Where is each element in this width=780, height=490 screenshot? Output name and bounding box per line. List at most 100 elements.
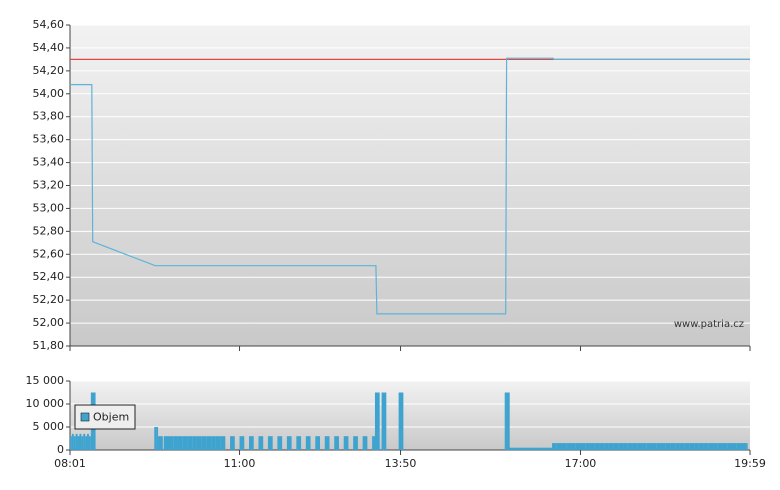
volume-bar [372, 436, 375, 450]
volume-bar [746, 443, 748, 450]
volume-bar [613, 443, 619, 450]
volume-bar [542, 447, 548, 450]
volume-bar [230, 436, 235, 450]
volume-bar [305, 436, 311, 450]
volume-bar [81, 436, 84, 450]
volume-bar [670, 443, 676, 450]
volume-bar [239, 436, 245, 450]
y-tick-label: 52,80 [33, 224, 65, 237]
volume-bar [196, 436, 202, 450]
volume-bar [182, 436, 188, 450]
volume-bar [381, 392, 387, 450]
volume-bar [220, 436, 226, 450]
volume-bar [642, 443, 647, 450]
volume-bar [518, 447, 524, 450]
y-tick-label: 53,80 [33, 110, 65, 123]
volume-bar [585, 443, 590, 450]
volume-bar [552, 443, 557, 450]
y-tick-label: 52,20 [33, 293, 65, 306]
volume-bar [575, 443, 581, 450]
volume-bar [374, 392, 380, 450]
volume-bar [187, 436, 193, 450]
volume-bar [248, 436, 254, 450]
volume-bar [508, 392, 510, 450]
volume-bar [88, 436, 91, 450]
volume-bar [523, 447, 529, 450]
volume-bar [83, 433, 86, 450]
volume-bar [77, 436, 80, 450]
y-tick-label: 52,40 [33, 270, 65, 283]
volume-bar [627, 443, 633, 450]
volume-bar [192, 436, 197, 450]
volume-bar [201, 436, 207, 450]
watermark: www.patria.cz [674, 319, 744, 330]
volume-bar [589, 443, 595, 450]
legend-label: Objem [93, 411, 129, 424]
volume-bar [362, 436, 368, 450]
volume-bar [343, 436, 349, 450]
volume-bar [71, 433, 74, 450]
volume-bar [646, 443, 652, 450]
volume-bar [79, 433, 82, 450]
y-tick-label: 15 000 [26, 374, 65, 387]
y-tick-label: 10 000 [26, 397, 65, 410]
volume-bar [599, 443, 605, 450]
volume-bar [324, 436, 330, 450]
volume-bar [717, 443, 723, 450]
volume-bar [618, 443, 624, 450]
volume-bar [398, 392, 404, 450]
volume-bar [736, 443, 742, 450]
volume-bar [637, 443, 643, 450]
volume-bar [85, 436, 88, 450]
volume-bar [258, 436, 264, 450]
volume-bar [154, 427, 157, 450]
volume-bar [665, 443, 671, 450]
y-tick-label: 5 000 [33, 420, 65, 433]
volume-bar [632, 443, 638, 450]
volume-bar [215, 436, 221, 450]
volume-bar [73, 436, 76, 450]
volume-bar [168, 436, 174, 450]
volume-bar [505, 392, 507, 450]
volume-bar [286, 436, 292, 450]
volume-bar [594, 443, 600, 450]
volume-bar [727, 443, 733, 450]
volume-bar [528, 447, 534, 450]
volume-bar [70, 436, 72, 450]
y-tick-label: 53,20 [33, 179, 65, 192]
volume-bar [604, 443, 609, 450]
y-tick-label: 53,40 [33, 156, 65, 169]
volume-bar [651, 443, 657, 450]
volume-bar [608, 443, 614, 450]
volume-bar [156, 427, 159, 450]
volume-bar [315, 436, 321, 450]
volume-bar [660, 443, 666, 450]
volume-bar [571, 443, 576, 450]
legend-box [74, 404, 136, 430]
volume-bar [679, 443, 685, 450]
volume-bar [514, 447, 519, 450]
y-tick-label: 54,60 [33, 18, 65, 31]
volume-bar [507, 392, 509, 450]
volume-bar [533, 447, 538, 450]
volume-bar [158, 436, 163, 450]
volume-bar [506, 392, 508, 450]
volume-bar [580, 443, 586, 450]
volume-bar [561, 443, 567, 450]
volume-bar [504, 392, 506, 450]
price-line [70, 57, 750, 315]
volume-bar [732, 443, 737, 450]
x-tick-label: 11:00 [224, 457, 256, 470]
volume-bar [334, 436, 339, 450]
volume-bar [75, 433, 78, 450]
y-tick-label: 54,40 [33, 41, 65, 54]
volume-bar [206, 436, 212, 450]
volume-bar [713, 443, 718, 450]
volume-bar [163, 436, 169, 450]
volume-bar [556, 443, 562, 450]
volume-bar [694, 443, 699, 450]
volume-bar [741, 443, 747, 450]
volume-bar [684, 443, 690, 450]
volume-bar [566, 443, 572, 450]
y-tick-label: 54,00 [33, 87, 65, 100]
